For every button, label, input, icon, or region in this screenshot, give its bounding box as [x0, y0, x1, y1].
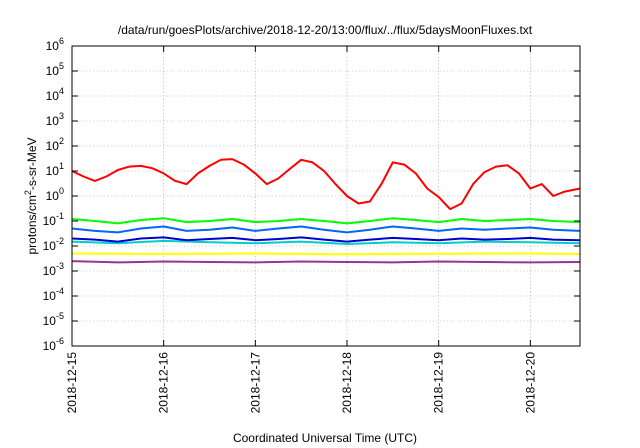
x-tick-label: 2018-12-18	[340, 352, 354, 414]
y-axis-label-pre: protons/cm	[25, 195, 39, 254]
y-tick-label: 101	[46, 161, 64, 178]
series-line-6	[71, 252, 581, 256]
series-line-3	[71, 225, 581, 234]
chart-title: /data/run/goesPlots/archive/2018-12-20/1…	[118, 23, 533, 37]
gridlines	[72, 46, 580, 346]
y-tick-label: 102	[46, 136, 64, 153]
x-tick-label: 2018-12-16	[157, 352, 171, 414]
series-group	[71, 158, 581, 264]
y-tick-label: 10-3	[43, 261, 64, 278]
y-axis-label: protons/cm2-s-sr-MeV	[23, 137, 39, 254]
y-tick-label: 106	[46, 36, 64, 53]
x-tick-label: 2018-12-20	[523, 352, 537, 414]
y-tick-label: 100	[46, 186, 64, 203]
series-line-7	[71, 260, 581, 264]
y-tick-label: 103	[46, 111, 64, 128]
y-tick-label: 104	[46, 86, 64, 103]
y-axis: 10-6 10-5 10-4 10-3 10-2 10-1 100 101 102 103 104 1…	[43, 36, 580, 353]
series-line-2	[71, 217, 581, 225]
y-tick-label: 105	[46, 61, 64, 78]
x-tick-label: 2018-12-15	[65, 352, 79, 414]
series-line-1	[71, 158, 581, 211]
y-tick-label: 10-2	[43, 236, 64, 253]
x-axis-label: Coordinated Universal Time (UTC)	[233, 431, 417, 445]
y-axis-label-post: -s-sr-MeV	[25, 137, 39, 190]
x-tick-label: 2018-12-19	[432, 352, 446, 414]
series-line-5	[71, 236, 581, 243]
y-tick-label: 10-6	[43, 336, 64, 353]
y-tick-label: 10-4	[43, 286, 64, 303]
x-axis: 2018-12-15 2018-12-16 2018-12-17 2018-12-18…	[65, 46, 537, 413]
y-axis-label-sup: 2	[23, 190, 33, 195]
x-tick-label: 2018-12-17	[248, 352, 262, 414]
series-line-4	[71, 239, 581, 245]
y-tick-label: 10-1	[43, 211, 64, 228]
y-tick-label: 10-5	[43, 311, 64, 328]
